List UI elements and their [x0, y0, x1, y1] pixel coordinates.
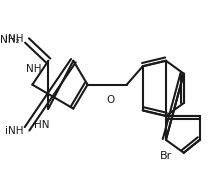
Text: NH: NH [25, 64, 41, 74]
Text: NH₂: NH₂ [0, 35, 20, 45]
Text: O: O [107, 95, 115, 105]
Text: iNH: iNH [5, 126, 24, 136]
Text: iNH: iNH [5, 34, 24, 44]
Text: Br: Br [160, 151, 172, 161]
Text: HN: HN [34, 120, 49, 130]
